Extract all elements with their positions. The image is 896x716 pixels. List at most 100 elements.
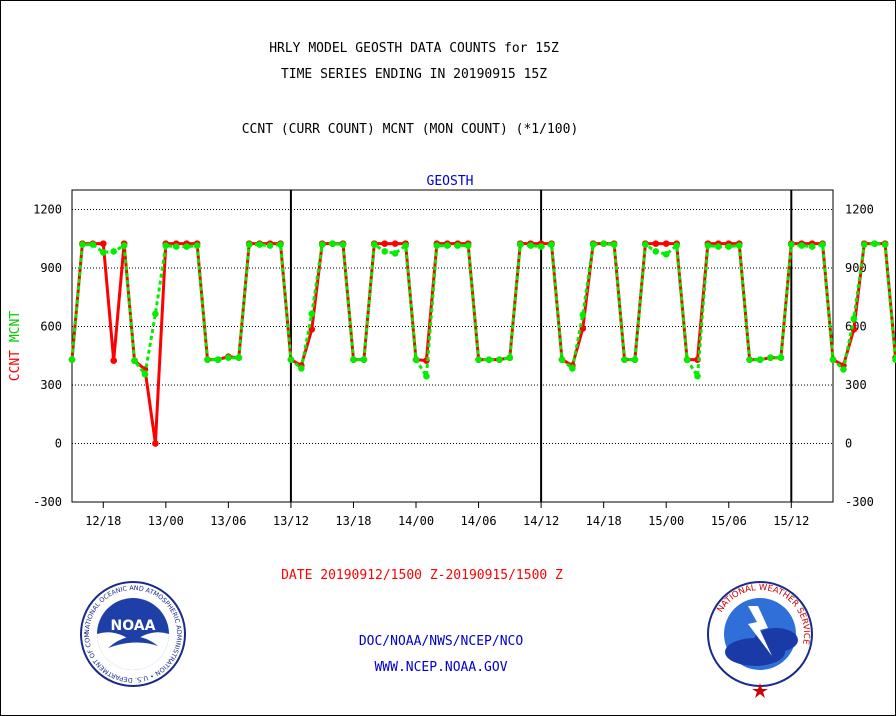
- data-point-mcnt: [589, 241, 597, 248]
- noaa-logo-text: NOAA: [111, 618, 156, 634]
- data-point-mcnt: [350, 356, 357, 363]
- data-point-mcnt: [829, 356, 837, 363]
- data-point-mcnt: [527, 242, 534, 249]
- data-point-mcnt: [131, 357, 138, 364]
- noaa-logo: NOAA NATIONAL OCEANIC AND ATMOSPHERIC AD…: [0, 0, 186, 687]
- data-point-mcnt: [381, 248, 389, 255]
- y-tick-label-left: -300: [33, 495, 62, 509]
- chart-title: HRLY MODEL GEOSTH DATA COUNTS for 15Z: [269, 41, 559, 56]
- data-point-mcnt: [506, 354, 514, 362]
- data-point-mcnt: [443, 242, 451, 249]
- data-point-mcnt: [537, 243, 545, 250]
- data-point-mcnt: [360, 356, 368, 363]
- chart-subtitle: TIME SERIES ENDING IN 20190915 15Z: [281, 67, 547, 82]
- data-point-mcnt: [673, 242, 680, 249]
- data-point-mcnt: [68, 356, 76, 363]
- y-tick-label-right: 600: [845, 320, 867, 334]
- data-point-mcnt: [329, 240, 336, 247]
- y-tick-label-right: 1200: [845, 203, 874, 217]
- x-tick-label: 12/18: [85, 514, 121, 528]
- data-point-mcnt: [496, 356, 503, 363]
- data-point-ccnt: [110, 357, 117, 364]
- y-tick-label-right: 0: [845, 437, 852, 451]
- data-point-mcnt: [683, 356, 691, 363]
- data-point-mcnt: [850, 315, 858, 323]
- data-point-mcnt: [308, 310, 316, 318]
- data-point-mcnt: [454, 242, 462, 249]
- data-point-mcnt: [558, 356, 566, 363]
- nws-logo: NATIONAL WEATHER SERVICE: [707, 581, 813, 698]
- data-point-mcnt: [516, 241, 524, 248]
- data-point-mcnt: [631, 356, 639, 363]
- data-point-mcnt: [110, 248, 117, 255]
- data-point-ccnt: [152, 440, 159, 447]
- data-point-mcnt: [391, 250, 399, 257]
- data-point-mcnt: [788, 241, 795, 248]
- x-tick-label: 14/18: [586, 514, 622, 528]
- y-tick-label-right: -300: [845, 495, 874, 509]
- data-point-mcnt: [89, 241, 97, 248]
- data-point-mcnt: [298, 365, 305, 372]
- data-point-mcnt: [464, 242, 472, 249]
- x-tick-label: 13/06: [210, 514, 246, 528]
- data-point-mcnt: [662, 251, 670, 258]
- data-point-ccnt: [391, 240, 399, 247]
- plot-area: [71, 189, 834, 503]
- data-point-mcnt: [256, 241, 263, 248]
- data-point-mcnt: [162, 242, 170, 249]
- data-point-mcnt: [204, 356, 211, 363]
- data-point-mcnt: [777, 354, 785, 362]
- data-point-ccnt: [381, 240, 389, 247]
- data-point-mcnt: [704, 242, 712, 249]
- data-point-mcnt: [579, 311, 587, 319]
- data-point-mcnt: [79, 241, 86, 248]
- star-icon: [752, 683, 768, 698]
- data-point-mcnt: [798, 242, 806, 249]
- y-tick-label-left: 1200: [33, 203, 62, 217]
- data-point-mcnt: [423, 372, 430, 380]
- x-tick-label: 13/18: [335, 514, 371, 528]
- y-tick-label-right: 900: [845, 261, 867, 275]
- data-point-mcnt: [172, 243, 180, 250]
- data-point-mcnt: [860, 241, 868, 248]
- x-tick-label: 14/12: [523, 514, 559, 528]
- data-point-mcnt: [746, 356, 753, 363]
- data-point-mcnt: [214, 356, 222, 363]
- x-tick-label: 14/00: [398, 514, 434, 528]
- data-point-mcnt: [485, 356, 493, 363]
- data-point-mcnt: [610, 241, 618, 248]
- data-point-mcnt: [287, 356, 295, 363]
- data-point-mcnt: [600, 240, 607, 247]
- data-point-ccnt: [662, 240, 670, 247]
- data-point-mcnt: [808, 243, 816, 250]
- data-point-mcnt: [99, 249, 107, 256]
- data-point-mcnt: [120, 242, 128, 249]
- data-point-mcnt: [694, 372, 701, 380]
- x-tick-label: 13/12: [273, 514, 309, 528]
- data-point-mcnt: [569, 365, 576, 372]
- data-point-mcnt: [245, 241, 253, 248]
- data-point-ccnt: [99, 240, 107, 247]
- data-point-mcnt: [183, 243, 190, 250]
- x-tick-layer: 12/18 13/00 13/06 13/12 13/18 14/00 14/06 14/12…: [85, 502, 809, 528]
- data-point-mcnt: [819, 241, 826, 248]
- data-point-mcnt: [621, 356, 628, 363]
- data-point-mcnt: [756, 356, 764, 363]
- data-point-mcnt: [193, 242, 201, 249]
- data-point-mcnt: [652, 248, 660, 255]
- data-point-mcnt: [871, 240, 878, 247]
- y-tick-label-right: 300: [845, 378, 867, 392]
- data-point-mcnt: [412, 356, 420, 363]
- data-point-mcnt: [881, 241, 889, 248]
- data-point-mcnt: [266, 242, 274, 249]
- data-point-mcnt: [767, 354, 774, 362]
- x-tick-label: 15/12: [773, 514, 809, 528]
- x-tick-label: 15/06: [711, 514, 747, 528]
- data-point-mcnt: [225, 354, 232, 362]
- data-point-mcnt: [277, 241, 284, 248]
- data-point-mcnt: [715, 243, 722, 250]
- data-point-mcnt: [371, 241, 378, 248]
- data-point-mcnt: [725, 243, 733, 250]
- date-range: DATE 20190912/1500 Z-20190915/1500 Z: [281, 568, 563, 583]
